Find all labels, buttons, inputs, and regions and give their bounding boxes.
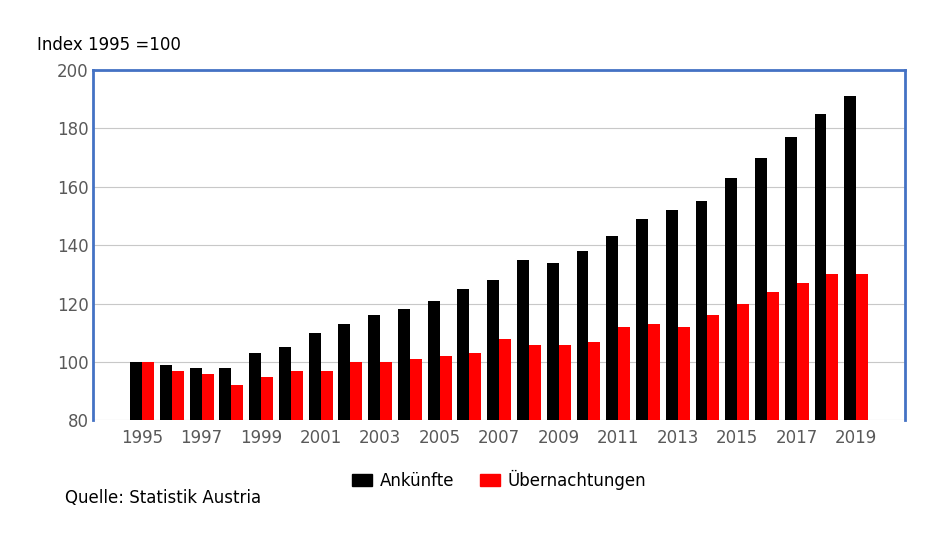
Bar <box>695 202 707 539</box>
Bar <box>827 274 839 539</box>
Bar <box>457 289 469 539</box>
Bar <box>142 362 154 539</box>
Bar <box>131 362 142 539</box>
Bar <box>725 178 737 539</box>
Bar <box>636 219 648 539</box>
Bar <box>737 303 749 539</box>
Bar <box>380 362 392 539</box>
Bar <box>648 324 660 539</box>
Bar <box>785 137 797 539</box>
Bar <box>589 342 600 539</box>
Bar <box>160 365 172 539</box>
Bar <box>755 157 767 539</box>
Bar <box>707 315 719 539</box>
Bar <box>797 283 809 539</box>
Bar <box>577 251 589 539</box>
Bar <box>321 371 332 539</box>
Bar <box>279 348 291 539</box>
Bar <box>202 374 214 539</box>
Bar <box>517 260 529 539</box>
Bar <box>666 210 677 539</box>
Bar <box>369 315 380 539</box>
Bar <box>172 371 184 539</box>
Bar <box>529 344 541 539</box>
Bar <box>856 274 868 539</box>
Bar <box>351 362 362 539</box>
Bar <box>249 353 261 539</box>
Bar <box>844 96 856 539</box>
Bar <box>619 327 630 539</box>
Bar <box>767 292 779 539</box>
Bar <box>559 344 571 539</box>
Text: Index 1995 =100: Index 1995 =100 <box>37 36 181 54</box>
Bar <box>469 353 481 539</box>
Bar <box>815 114 827 539</box>
Text: Quelle: Statistik Austria: Quelle: Statistik Austria <box>65 489 261 507</box>
Bar <box>439 356 452 539</box>
Bar <box>339 324 351 539</box>
Bar <box>309 333 321 539</box>
Legend: Ankünfte, Übernachtungen: Ankünfte, Übernachtungen <box>345 463 653 496</box>
Bar <box>547 262 559 539</box>
Bar <box>231 385 244 539</box>
Bar <box>410 359 422 539</box>
Bar <box>398 309 410 539</box>
Bar <box>261 377 273 539</box>
Bar <box>677 327 689 539</box>
Bar <box>427 301 439 539</box>
Bar <box>606 237 619 539</box>
Bar <box>189 368 202 539</box>
Bar <box>291 371 303 539</box>
Bar <box>487 280 499 539</box>
Bar <box>219 368 231 539</box>
Bar <box>499 338 511 539</box>
